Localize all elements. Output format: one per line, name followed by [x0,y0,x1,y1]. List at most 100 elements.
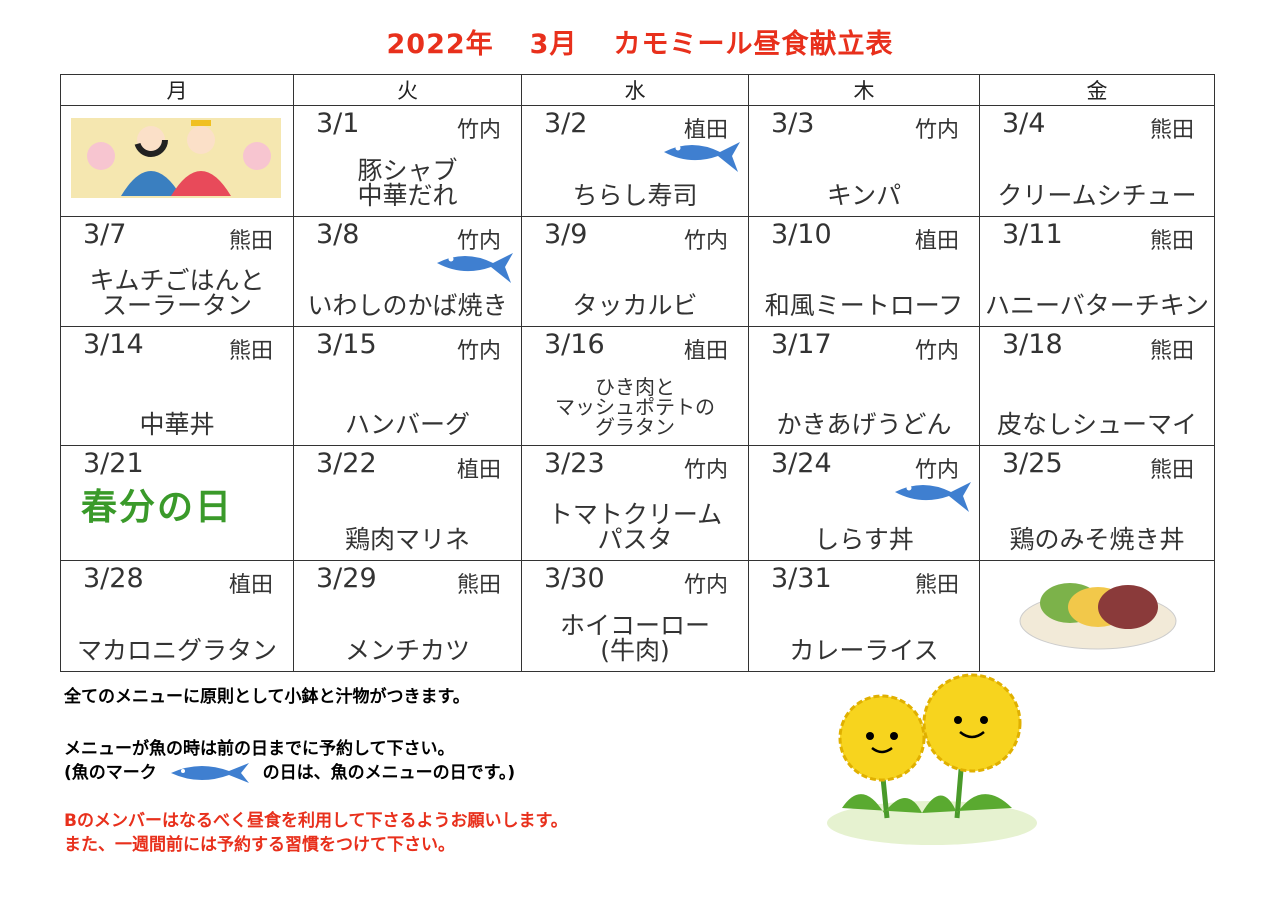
day-date: 3/22 [316,448,377,479]
hina-doll-illustration [71,118,281,198]
staff-name: 熊田 [1149,458,1194,483]
day-cell: 3/10 植田 和風ミートローフ [748,216,980,327]
calendar-week: 3/1 竹内 豚シャブ 中華だれ 3/2 植田 ちらし寿司 3/3 竹内 キンパ 3/4 熊田 クリー… [60,105,1215,217]
staff-name: 竹内 [456,229,501,254]
staff-name: 竹内 [683,573,728,598]
calendar-week: 3/7 熊田 キムチごはんと スーラータン 3/8 竹内 いわしのかば焼き 3/9 竹内 タッカ… [60,216,1215,327]
note-fish-mark: (魚のマーク の日は、魚のメニューの日です。) [64,758,515,784]
day-date: 3/8 [316,219,360,250]
day-cell: 3/1 竹内 豚シャブ 中華だれ [293,105,522,217]
day-cell: 3/16 植田 ひき肉と マッシュポテトの グラタン [521,326,749,446]
title-year: 2022年 [386,29,494,60]
staff-name: 竹内 [683,229,728,254]
day-cell: 3/2 植田 ちらし寿司 [521,105,749,217]
day-cell: 3/7 熊田 キムチごはんと スーラータン [60,216,294,327]
weekday-header: 火 [293,74,522,106]
menu-item: 鶏肉マリネ [344,525,470,554]
day-cell: 3/29 熊田メンチカツ [293,560,522,672]
day-cell: 3/8 竹内いわしのかば焼き [293,216,522,327]
weekday-header: 木 [748,74,980,106]
menu-item: ちらし寿司 [572,181,698,210]
note-fish-mark-a: (魚のマーク [64,763,157,783]
menu-item: メンチカツ [344,636,470,665]
staff-name: 熊田 [1149,229,1194,254]
calendar-week: 3/21 春分の日 3/22 植田鶏肉マリネ 3/23 竹内トマトクリーム パスタ 3/24… [60,445,1215,561]
menu-item: しらす丼 [814,525,914,554]
day-cell: 3/30 竹内ホイコーロー (牛肉) [521,560,749,672]
title-name: カモミール昼食献立表 [613,29,894,60]
staff-name: 熊田 [1149,118,1194,143]
staff-name: 熊田 [1149,339,1194,364]
staff-name: 熊田 [228,229,273,254]
menu-item: 中華丼 [139,410,215,439]
ohagi-illustration [1019,583,1177,650]
day-cell: 3/11 熊田ハニーバターチキン [979,216,1215,327]
holiday-label: 春分の日 [81,487,234,528]
menu-item: クリームシチュー [997,181,1197,210]
day-date: 3/15 [316,329,377,360]
day-date: 3/14 [83,329,144,360]
menu-item: ひき肉と マッシュポテトの グラタン [555,375,715,439]
staff-name: 植田 [456,458,501,483]
day-date: 3/9 [544,219,588,250]
note-side-dishes: 全てのメニューに原則として小鉢と汁物がつきます。 [64,687,470,707]
day-date: 3/29 [316,563,377,594]
day-cell: 3/21 春分の日 [60,445,294,561]
day-date: 3/17 [771,329,832,360]
day-date: 3/11 [1002,219,1063,250]
fish-icon [662,136,742,178]
note-lunch-request: Bのメンバーはなるべく昼食を利用して下さるようお願いします。 [64,811,568,831]
weekday-header: 水 [521,74,749,106]
staff-name: 植田 [228,573,273,598]
menu-item: かきあげうどん [776,410,952,439]
day-cell: 3/25 熊田 鶏のみそ焼き丼 [979,445,1215,561]
menu-item: タッカルビ [572,291,698,320]
day-cell: 3/24 竹内しらす丼 [748,445,980,561]
day-cell: 3/28 植田 マカロニグラタン [60,560,294,672]
day-cell: 3/14 熊田 中華丼 [60,326,294,446]
staff-name: 竹内 [683,458,728,483]
menu-item: ハニーバターチキン [984,291,1209,320]
day-cell: 3/23 竹内トマトクリーム パスタ [521,445,749,561]
staff-name: 竹内 [914,458,959,483]
day-date: 3/31 [771,563,832,594]
day-date: 3/10 [771,219,832,250]
menu-calendar: 月火水木金 3/1 竹内 豚シャブ 中華だれ 3/2 植田 ちらし寿司 3/3 竹内 キンパ 3/… [60,74,1215,672]
fish-icon [893,476,973,518]
day-date: 3/16 [544,329,605,360]
day-cell: 3/9 竹内タッカルビ [521,216,749,327]
staff-name: 竹内 [456,118,501,143]
staff-name: 竹内 [914,118,959,143]
day-cell: 3/31 熊田カレーライス [748,560,980,672]
day-cell: 3/3 竹内 キンパ [748,105,980,217]
calendar-week: 3/14 熊田 中華丼 3/15 竹内 ハンバーグ 3/16 植田 ひき肉と マッシュポテトの … [60,326,1215,446]
note-fish-mark-b: の日は、魚のメニューの日です。) [262,763,516,783]
day-date: 3/25 [1002,448,1063,479]
day-cell: 3/18 熊田皮なしシューマイ [979,326,1215,446]
day-date: 3/21 [83,448,144,479]
day-date: 3/7 [83,219,127,250]
illustration-cell [979,560,1215,672]
day-cell: 3/15 竹内 ハンバーグ [293,326,522,446]
staff-name: 植田 [914,229,959,254]
menu-item: カレーライス [789,636,939,665]
day-date: 3/18 [1002,329,1063,360]
menu-item: ホイコーロー (牛肉) [559,611,710,665]
staff-name: 植田 [683,118,728,143]
staff-name: 熊田 [456,573,501,598]
menu-item: いわしのかば焼き [307,291,508,320]
day-date: 3/23 [544,448,605,479]
illustration-cell [60,105,294,217]
menu-item: 豚シャブ 中華だれ [357,156,458,210]
day-date: 3/24 [771,448,832,479]
staff-name: 竹内 [456,339,501,364]
day-cell: 3/4 熊田クリームシチュー [979,105,1215,217]
weekday-header: 月 [60,74,294,106]
staff-name: 熊田 [914,573,959,598]
page-title: 2022年 3月 カモミール昼食献立表 [0,22,1280,61]
menu-item: 皮なしシューマイ [996,410,1197,439]
day-date: 3/4 [1002,108,1046,139]
fish-icon [435,247,515,289]
menu-item: トマトクリーム パスタ [547,500,723,554]
day-date: 3/30 [544,563,605,594]
